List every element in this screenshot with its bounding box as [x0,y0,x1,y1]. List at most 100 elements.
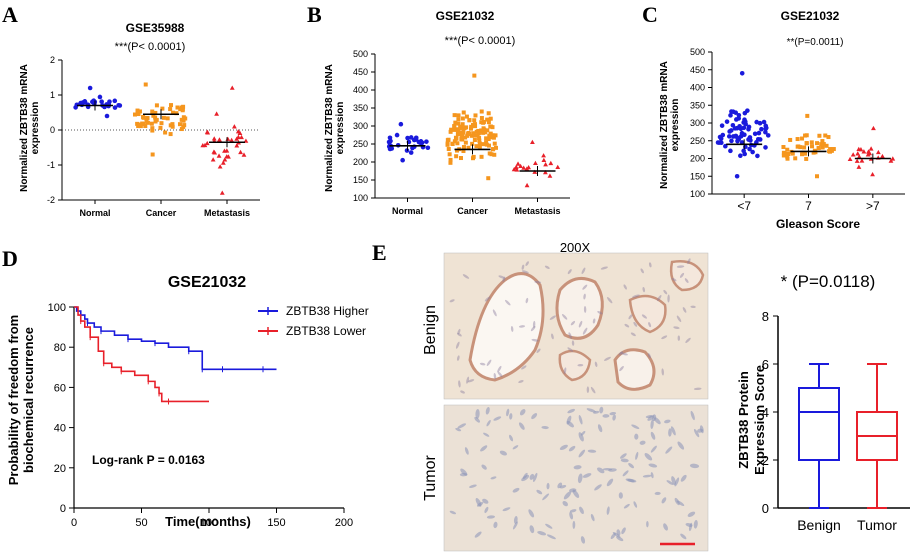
tissue-nucleus [622,470,629,477]
tissue-nucleus [677,335,681,341]
data-point [452,139,457,144]
tissue-nucleus [641,314,647,319]
x-tick-label: Benign [797,517,841,533]
tissue-nucleus [650,431,656,440]
data-point [752,131,758,137]
y-tick-label: -2 [47,195,55,205]
data-point [821,142,826,147]
data-point [446,147,451,152]
tissue-nucleus [562,501,568,507]
tissue-nucleus [664,419,671,424]
tissue-nucleus [464,447,469,455]
data-point [222,148,227,153]
y-tick-label: 200 [353,157,368,167]
data-point [153,110,158,115]
panel-d-chart: 0 20 40 60 80 100 0 50 100 150 200 [48,302,354,529]
data-point [492,152,497,157]
data-point [487,151,492,156]
data-point [824,143,829,148]
panel-label-d: D [2,246,18,271]
data-point [141,114,146,119]
data-point [785,147,790,152]
data-point [472,73,477,78]
data-point [473,113,478,118]
tissue-nucleus [460,390,465,394]
data-point [541,157,547,163]
tissue-nucleus [449,510,457,515]
data-point [485,117,490,122]
data-point [481,142,486,147]
data-point [492,141,497,146]
tissue-nucleus [618,351,623,356]
tissue-nucleus [493,416,502,421]
data-point [487,143,492,148]
x-tick-label: Metastasis [204,208,250,218]
tissue-nucleus [665,446,673,454]
data-point [486,176,491,181]
tissue-nucleus [570,320,576,326]
data-point [488,124,493,129]
tissue-nucleus [607,297,613,304]
tissue-nucleus [628,314,633,320]
data-point [387,135,393,141]
data-point [477,144,482,149]
data-point [479,116,484,121]
tissue-nucleus [635,451,639,460]
tissue-nucleus [646,521,649,528]
data-point [460,116,465,121]
tissue-nucleus [484,296,491,302]
x-tick-label: 7 [805,199,812,213]
data-point [82,99,88,104]
data-point [738,153,743,159]
tissue-nucleus [650,472,654,479]
data-point [472,137,477,142]
y-tick-label: 450 [353,67,368,77]
tissue-nucleus [586,386,590,393]
tissue-nucleus [529,525,535,534]
data-point [182,123,187,128]
data-point [786,151,791,156]
y-tick-label: 60 [54,382,66,394]
tissue-nucleus [663,289,668,295]
tissue-nucleus [682,307,687,313]
tissue-nucleus [483,432,490,437]
tissue-nucleus [628,463,635,469]
tissue-nucleus [618,492,623,499]
data-point [475,133,480,138]
tissue-nucleus [566,415,572,425]
tissue-nucleus [699,425,704,434]
y-tick-label: 250 [690,136,705,146]
tissue-nucleus [590,386,596,394]
data-point [448,160,453,165]
data-point [741,120,746,125]
data-point [490,135,495,140]
tissue-nucleus [582,473,592,478]
tissue-nucleus [680,533,687,540]
x-tick-label: 100 [200,517,218,529]
tissue-nucleus [620,352,628,356]
data-point [750,149,755,155]
tissue-nucleus [522,472,528,480]
tissue-nucleus [469,484,477,488]
data-point [548,160,554,166]
tissue-nucleus [499,450,507,456]
y-tick-label: 450 [690,65,705,75]
panel-label-c: C [642,2,658,27]
y-tick-label: 2 [50,55,55,65]
data-point [739,71,745,76]
tissue-nucleus [642,286,646,293]
data-point [888,158,894,163]
tissue-nucleus [577,364,584,367]
tissue-nucleus [531,413,538,420]
data-point [150,128,155,133]
panel-c-title: GSE21032 [781,9,840,23]
data-point [463,140,468,145]
tissue-nucleus [457,328,461,335]
data-point [823,133,828,138]
data-point [150,109,155,114]
x-tick-label: Normal [79,208,110,218]
tissue-nucleus [671,277,677,282]
data-point [526,164,532,170]
tissue-nucleus [493,372,497,380]
data-point [153,115,158,120]
